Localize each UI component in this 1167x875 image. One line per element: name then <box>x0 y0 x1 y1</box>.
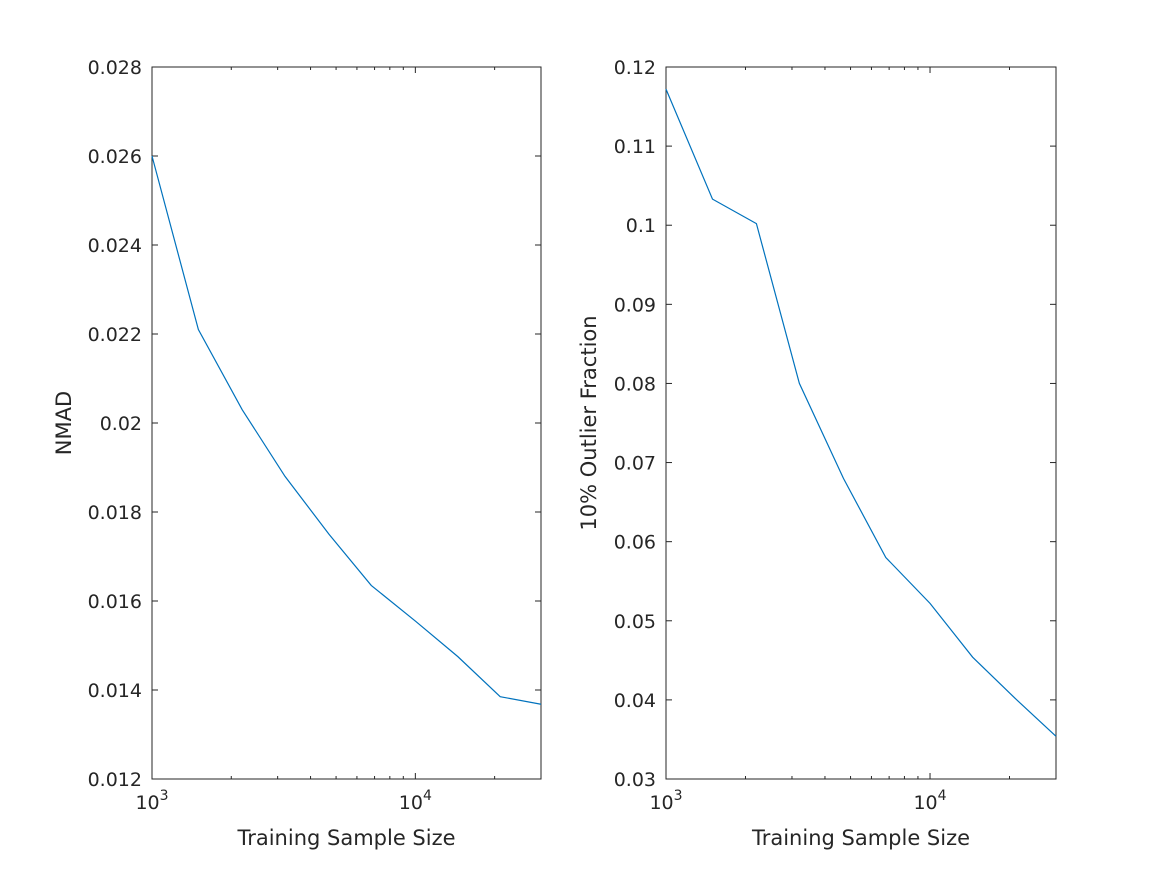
outlier-ylabel: 10% Outlier Fraction <box>577 315 601 530</box>
nmad-ytick-label: 0.016 <box>88 591 142 613</box>
nmad-ytick-label: 0.022 <box>88 324 142 346</box>
nmad-series-line <box>151 155 542 705</box>
nmad-ytick-label: 0.026 <box>88 146 142 168</box>
outlier-xtick-label: 104 <box>913 788 946 814</box>
nmad-ytick-label: 0.02 <box>100 413 142 435</box>
nmad-ytick-label: 0.028 <box>88 57 142 79</box>
nmad-ylabel: NMAD <box>52 391 76 455</box>
outlier-ytick-label: 0.06 <box>614 532 656 554</box>
outlier-axes-box <box>665 66 1057 780</box>
outlier-panel: 0.03 0.04 0.05 0.06 0.07 0.08 0.09 0.1 0.11 0.12 1… <box>577 57 1057 850</box>
outlier-ytick-label: 0.05 <box>614 611 656 633</box>
nmad-ytick-label: 0.018 <box>88 502 142 524</box>
nmad-axes-box <box>151 66 542 780</box>
outlier-ytick-label: 0.12 <box>614 57 656 79</box>
outlier-ytick-label: 0.04 <box>614 690 656 712</box>
nmad-ytick-label: 0.014 <box>88 680 142 702</box>
nmad-ytick-label: 0.024 <box>88 235 142 257</box>
nmad-xtick-label: 104 <box>399 788 432 814</box>
outlier-ytick-label: 0.07 <box>614 453 656 475</box>
outlier-ytick-label: 0.11 <box>614 136 656 158</box>
nmad-xlabel: Training Sample Size <box>236 826 455 850</box>
nmad-panel: 0.012 0.014 0.016 0.018 0.02 0.022 0.024 0.026 0… <box>52 57 542 850</box>
nmad-xtick-label: 103 <box>135 788 168 814</box>
outlier-xlabel: Training Sample Size <box>751 826 970 850</box>
outlier-ytick-label: 0.1 <box>626 215 656 237</box>
outlier-series-line <box>665 88 1057 737</box>
nmad-ytick-label: 0.012 <box>88 769 142 791</box>
outlier-ytick-label: 0.08 <box>614 373 656 395</box>
outlier-ytick-label: 0.09 <box>614 294 656 316</box>
outlier-ytick-label: 0.03 <box>614 769 656 791</box>
outlier-xtick-label: 103 <box>649 788 682 814</box>
